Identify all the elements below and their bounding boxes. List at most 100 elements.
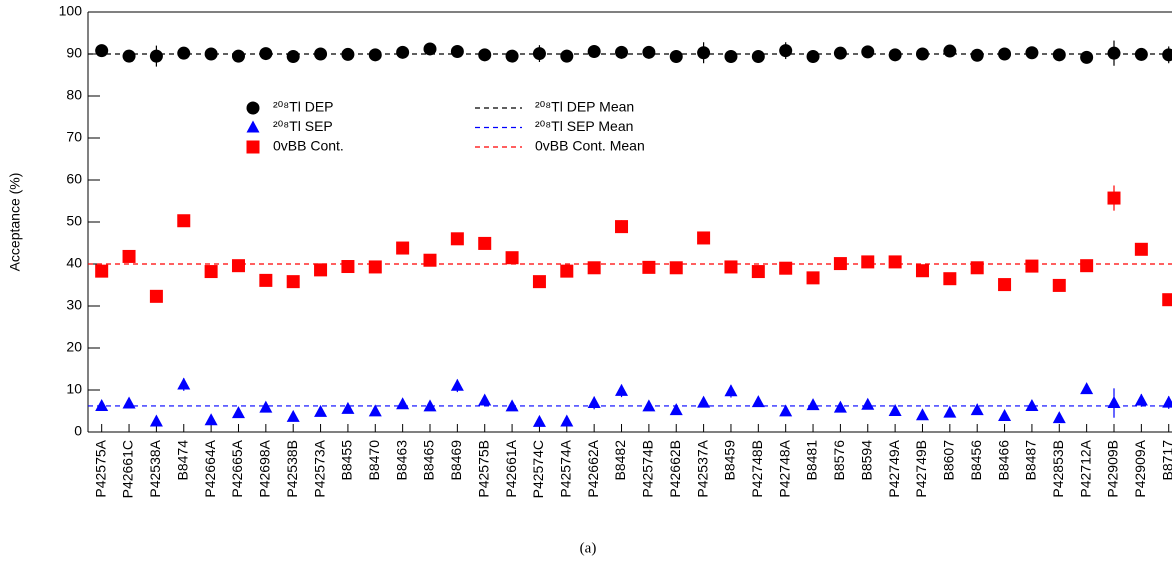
point [998,409,1012,422]
point [231,406,245,419]
point [423,399,437,412]
point [259,400,273,413]
point [587,261,601,275]
point [177,46,191,60]
point [532,275,546,289]
point [478,48,492,62]
x-tick-label: P42853B [1050,440,1066,498]
point [286,409,300,422]
point [149,414,163,427]
point [505,251,519,265]
x-tick-label: B8487 [1023,440,1039,481]
legend-label: ²⁰⁸Tl DEP Mean [535,99,634,115]
point [177,214,191,228]
point [560,414,574,427]
point [423,42,437,56]
point [833,257,847,271]
point [642,45,656,59]
point [259,273,273,287]
x-tick-label: P42661C [120,440,136,498]
point [915,408,929,421]
y-tick-label: 40 [66,255,82,271]
x-tick-label: P42909A [1132,439,1148,497]
point [505,399,519,412]
x-tick-label: B8607 [941,440,957,481]
point [204,265,218,279]
x-tick-label: B8474 [174,440,190,481]
point [697,231,711,245]
legend-marker [246,140,260,154]
x-tick-label: B8594 [858,440,874,481]
point [122,249,136,263]
point [1162,395,1172,408]
x-tick-label: P42575A [92,439,108,497]
x-tick-label: P42662A [585,439,601,497]
point [751,265,765,279]
point [259,47,273,61]
x-tick-label: P42574B [640,440,656,498]
y-tick-label: 70 [66,129,82,145]
legend-label: 0vBB Cont. [273,138,344,154]
x-tick-label: B8470 [366,440,382,481]
point [396,241,410,255]
point [642,260,656,274]
y-tick-label: 50 [66,213,82,229]
x-tick-label: P42573A [311,439,327,497]
point [341,47,355,61]
point [368,48,382,62]
point [1162,48,1172,62]
point [615,220,629,234]
point [231,49,245,63]
x-tick-label: B8717 [1159,440,1172,481]
point [669,50,683,64]
point [861,397,875,410]
point [368,404,382,417]
point [833,400,847,413]
point [587,44,601,58]
point [724,50,738,64]
point [943,272,957,286]
x-tick-label: P42909B [1105,440,1121,498]
point [1107,191,1121,205]
point [779,261,793,275]
point [368,260,382,274]
x-tick-label: P42749A [886,439,902,497]
point [669,403,683,416]
point [177,377,191,390]
x-tick-label: B8456 [968,440,984,481]
x-tick-label: B8469 [448,440,464,481]
legend-label: 0vBB Cont. Mean [535,138,645,154]
point [779,44,793,58]
y-tick-label: 90 [66,45,82,61]
y-tick-label: 10 [66,381,82,397]
point [532,414,546,427]
x-tick-label: P42574A [558,439,574,497]
point [724,260,738,274]
point [806,271,820,285]
point [149,289,163,303]
x-tick-label: P42661A [503,439,519,497]
point [560,49,574,63]
point [1107,46,1121,60]
point [1052,411,1066,424]
point [915,264,929,278]
x-tick-label: P42538A [147,439,163,497]
x-tick-label: B8576 [831,440,847,481]
x-tick-label: P42662B [667,440,683,498]
legend-label: ²⁰⁸Tl SEP Mean [535,118,633,134]
x-tick-label: B8466 [995,440,1011,481]
point [1134,242,1148,256]
x-tick-label: P42748A [776,439,792,497]
y-tick-label: 30 [66,297,82,313]
point [341,401,355,414]
point [122,396,136,409]
point [888,48,902,62]
legend-label: ²⁰⁸Tl SEP [273,118,333,134]
x-tick-label: P42712A [1077,439,1093,497]
point [478,393,492,406]
point [915,47,929,61]
point [669,261,683,275]
y-tick-label: 80 [66,87,82,103]
point [231,259,245,273]
caption: (a) [580,540,597,556]
